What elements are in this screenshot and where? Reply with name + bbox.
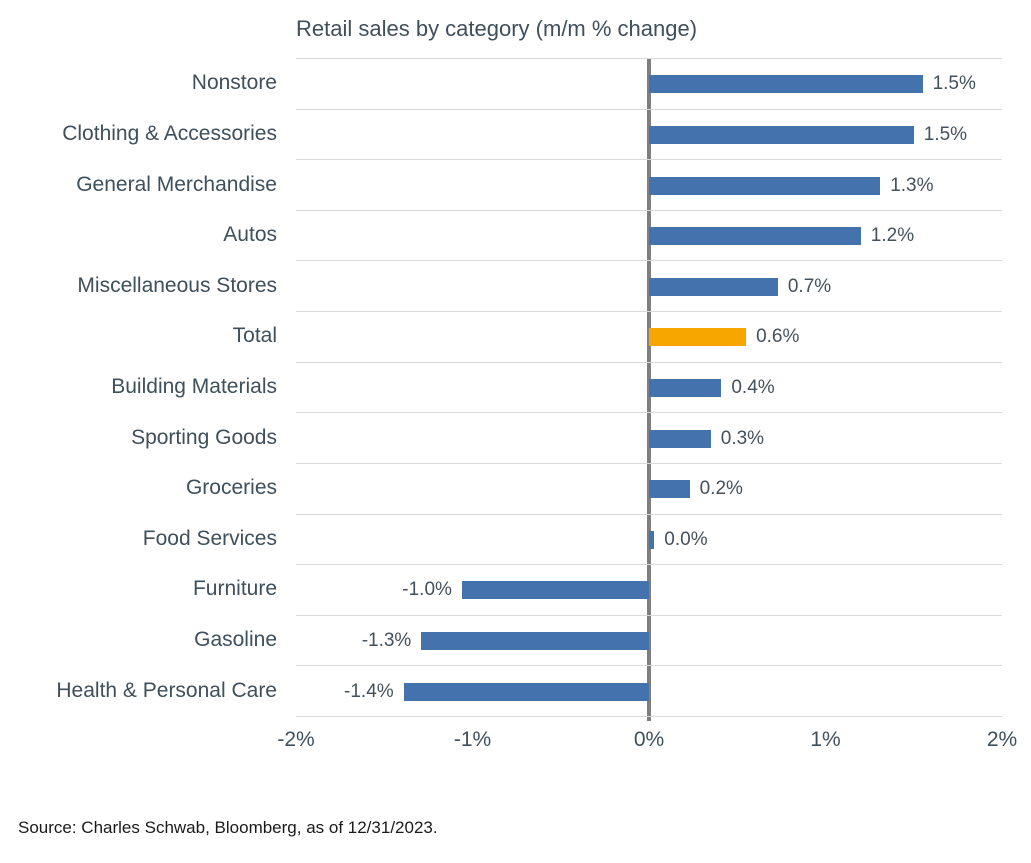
value-label: 0.2% xyxy=(699,478,743,500)
category-label: Total xyxy=(232,324,277,348)
value-label: -1.3% xyxy=(361,630,412,652)
value-label: 0.7% xyxy=(787,275,832,297)
category-axis: Nonstore Clothing & Accessories General Me… xyxy=(0,58,277,716)
category-label: Food Services xyxy=(142,526,277,550)
row-separator xyxy=(296,565,1002,616)
bar xyxy=(649,125,914,144)
x-tick-label: -1% xyxy=(453,728,492,751)
row-separator xyxy=(296,211,1002,262)
row-separator xyxy=(296,312,1002,363)
row-separator xyxy=(296,363,1002,414)
x-tick-label: 0% xyxy=(633,728,665,751)
category-label: Building Materials xyxy=(111,374,277,398)
bar xyxy=(649,176,881,195)
category-label: Nonstore xyxy=(191,71,277,95)
category-label: Groceries xyxy=(185,476,277,500)
category-label: General Merchandise xyxy=(76,172,277,196)
source-note: Source: Charles Schwab, Bloomberg, as of… xyxy=(18,818,438,837)
row-separator xyxy=(296,261,1002,313)
bar xyxy=(649,429,711,448)
bar xyxy=(649,75,923,94)
bar xyxy=(461,581,649,600)
row-separator xyxy=(296,464,1002,515)
category-label: Gasoline xyxy=(194,628,277,652)
plot-area: 1.5% 1.5% 1.3% 1.2% 0.7% 0.6% 0.4% 0.3% 0.2% 0.0%… xyxy=(296,58,1002,721)
value-label: 1.3% xyxy=(890,174,934,196)
value-label: 0.4% xyxy=(731,376,775,398)
category-label: Autos xyxy=(223,223,277,247)
value-label: 1.5% xyxy=(932,73,976,95)
x-tick-label: 2% xyxy=(986,728,1018,751)
value-label: -1.0% xyxy=(402,579,452,601)
category-label: Sporting Goods xyxy=(131,425,277,449)
value-label: -1.4% xyxy=(344,680,394,702)
bar xyxy=(649,480,690,499)
row-separator xyxy=(296,160,1002,211)
bar xyxy=(421,632,649,651)
row-separator xyxy=(296,110,1002,161)
value-label: 1.5% xyxy=(923,123,968,145)
category-label: Miscellaneous Stores xyxy=(77,273,277,297)
value-label: 0.0% xyxy=(664,528,708,550)
row-separator xyxy=(296,59,1002,110)
row-separator xyxy=(296,666,1002,717)
value-label: 1.2% xyxy=(870,225,915,247)
bar xyxy=(649,379,722,397)
bar xyxy=(649,227,861,246)
x-tick-label: -2% xyxy=(277,728,315,751)
chart-title: Retail sales by category (m/m % change) xyxy=(296,16,698,41)
category-label: Health & Personal Care xyxy=(56,678,277,702)
bar xyxy=(649,277,778,296)
bar-highlight xyxy=(649,328,747,347)
value-label: 0.6% xyxy=(756,326,800,348)
row-separator xyxy=(296,413,1002,464)
bar xyxy=(403,682,649,701)
row-separator xyxy=(296,515,1002,566)
category-label: Clothing & Accessories xyxy=(62,121,277,145)
value-label: 0.3% xyxy=(720,427,765,449)
bar xyxy=(649,530,655,549)
row-separator xyxy=(296,616,1002,667)
x-tick-label: 1% xyxy=(810,728,841,751)
category-label: Furniture xyxy=(192,577,277,601)
